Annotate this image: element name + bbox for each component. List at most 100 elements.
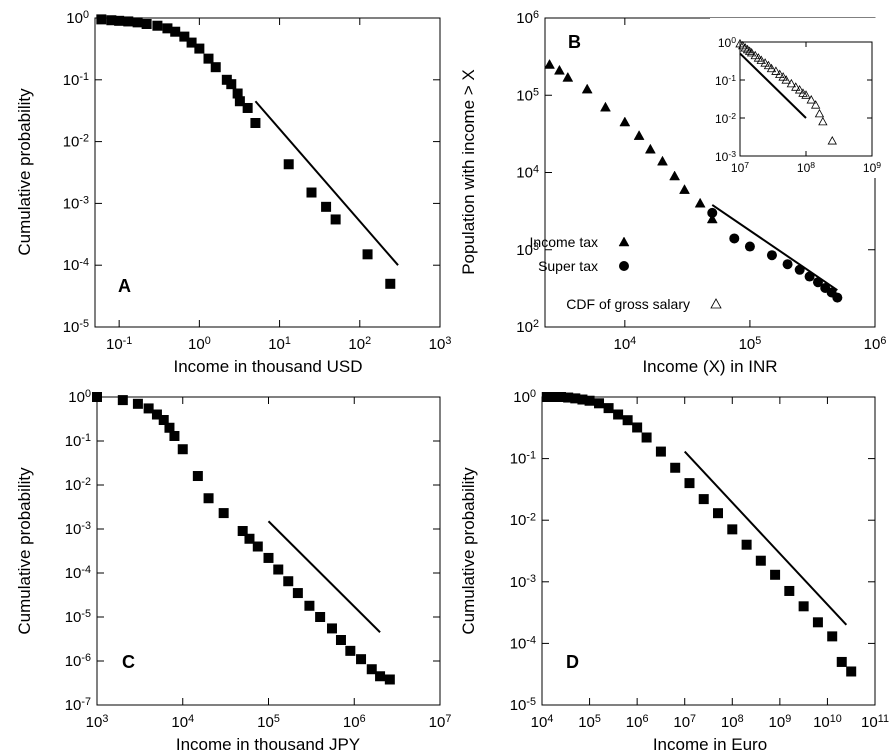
data-point: [832, 292, 843, 303]
data-point: [366, 664, 377, 675]
panel-label: A: [118, 276, 131, 296]
data-point: [766, 250, 777, 261]
x-tick-label: 101: [268, 335, 291, 353]
data-point: [641, 432, 652, 443]
data-point: [252, 541, 263, 552]
y-tick-label: 10-5: [510, 696, 536, 714]
data-point: [541, 392, 552, 402]
data-point: [632, 422, 643, 433]
x-axis-label: Income in thousand USD: [174, 357, 363, 376]
data-point: [186, 37, 197, 48]
y-tick-label: 106: [516, 9, 539, 27]
data-point: [385, 278, 396, 289]
data-point: [164, 422, 175, 433]
y-tick-label: 100: [513, 388, 536, 406]
y-tick-label: 10-4: [63, 256, 89, 274]
data-point: [727, 524, 738, 535]
data-point: [633, 130, 645, 140]
y-tick-label: 10-4: [65, 564, 91, 582]
data-point: [698, 494, 709, 505]
fit-line: [683, 450, 848, 626]
data-point: [292, 588, 303, 599]
data-point: [778, 72, 788, 81]
data-point: [644, 143, 656, 154]
data-point: [170, 26, 181, 37]
panel-label: D: [566, 652, 579, 672]
data-point: [740, 43, 750, 52]
legend-marker: [618, 236, 630, 247]
data-point: [562, 71, 574, 82]
data-point: [818, 116, 828, 126]
data-point: [584, 395, 595, 406]
data-point: [619, 116, 631, 127]
data-point: [232, 88, 243, 99]
plot-frame: [94, 17, 441, 328]
data-point: [784, 585, 795, 596]
data-point: [741, 539, 752, 550]
data-point: [210, 62, 221, 73]
data-point: [315, 612, 326, 622]
data-point: [781, 75, 791, 84]
data-point: [152, 20, 163, 31]
data-point: [836, 656, 847, 667]
x-tick-label: 104: [613, 335, 636, 353]
data-point: [756, 55, 766, 64]
data-point: [798, 601, 809, 612]
data-point: [237, 526, 248, 537]
data-point: [375, 671, 386, 682]
data-point: [603, 403, 614, 414]
data-point: [684, 478, 695, 489]
data-point: [192, 471, 203, 482]
data-point: [162, 23, 173, 34]
x-tick-label: 105: [257, 713, 280, 731]
x-axis-label: Income (X) in INR: [642, 357, 777, 376]
y-tick-label: 10-6: [65, 652, 91, 670]
fit-line: [739, 52, 807, 119]
data-point: [812, 617, 823, 628]
data-point: [600, 101, 611, 112]
data-point: [742, 44, 753, 54]
y-tick-label: 10-3: [510, 573, 536, 591]
x-tick-label: 106: [626, 713, 649, 731]
data-point: [729, 233, 740, 244]
data-point: [362, 249, 373, 260]
data-point: [345, 645, 356, 656]
x-tick-label: 104: [171, 713, 194, 731]
x-tick-label: 105: [739, 335, 762, 353]
data-point: [548, 392, 559, 402]
data-point: [194, 43, 205, 54]
chart-panel: 10-1 100 101 102 103 10-5 10-4 10-3 10-2 10-1 100 A…: [15, 9, 451, 376]
data-point: [123, 16, 134, 27]
data-point: [141, 18, 152, 29]
y-tick-label: 10-1: [510, 450, 536, 468]
plot-frame: [541, 396, 876, 706]
data-point: [613, 409, 624, 420]
x-axis-label: Income in thousand JPY: [176, 735, 360, 754]
data-point: [114, 15, 125, 26]
data-point: [304, 600, 315, 611]
x-tick-label: 1010: [813, 713, 842, 731]
y-tick-label: 10-3: [65, 520, 91, 538]
data-point: [563, 392, 574, 403]
y-tick-label: 10-1: [65, 432, 91, 450]
data-point: [594, 398, 605, 409]
data-point: [794, 85, 805, 94]
plot-frame: [96, 396, 441, 706]
x-tick-label: 10-1: [106, 335, 132, 353]
data-point: [801, 90, 811, 99]
data-point: [92, 392, 102, 402]
panel-label: B: [568, 32, 581, 52]
data-point: [763, 60, 774, 70]
data-point: [203, 493, 214, 504]
panel-label: C: [122, 652, 135, 672]
x-tick-label: 100: [188, 335, 211, 353]
y-tick-label: 100: [66, 9, 89, 27]
data-point: [335, 635, 346, 646]
y-tick-label: 10-7: [65, 696, 91, 714]
data-point: [250, 117, 261, 128]
data-point: [143, 403, 154, 414]
x-tick-label: 103: [86, 713, 109, 731]
data-point: [791, 82, 801, 91]
data-point: [384, 674, 395, 685]
